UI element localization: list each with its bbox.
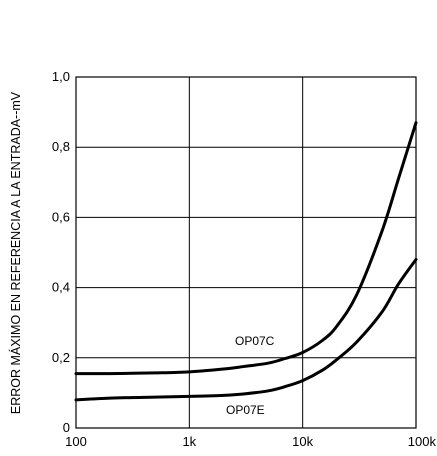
y-tick-label-3: 0,6: [52, 209, 70, 224]
series-label-op07c: OP07C: [235, 334, 275, 348]
x-tick-label-2: 10k: [292, 434, 313, 449]
plot-frame: [75, 76, 417, 429]
y-tick-label-5: 1,0: [52, 69, 70, 84]
x-tick-label-3: 100k: [408, 434, 437, 449]
y-tick-label-1: 0,2: [52, 350, 70, 365]
y-tick-label-2: 0,4: [52, 280, 70, 295]
y-tick-label-4: 0,8: [52, 139, 70, 154]
x-tick-labels: 100 1k 10k 100k: [65, 434, 436, 449]
y-axis-label: ERROR MÁXIMO EN REFERENCIA A LA ENTRADA-…: [8, 91, 23, 414]
series-group: [74, 121, 418, 402]
series-line-op07c: [74, 121, 418, 376]
series-label-op07e: OP07E: [226, 403, 265, 417]
x-tick-label-1: 1k: [182, 434, 196, 449]
series-line-op07e: [74, 258, 418, 402]
x-tick-label-0: 100: [65, 434, 87, 449]
grid: [75, 76, 417, 429]
y-tick-labels: 0 0,2 0,4 0,6 0,8 1,0: [52, 69, 70, 435]
y-tick-label-0: 0: [63, 420, 70, 435]
